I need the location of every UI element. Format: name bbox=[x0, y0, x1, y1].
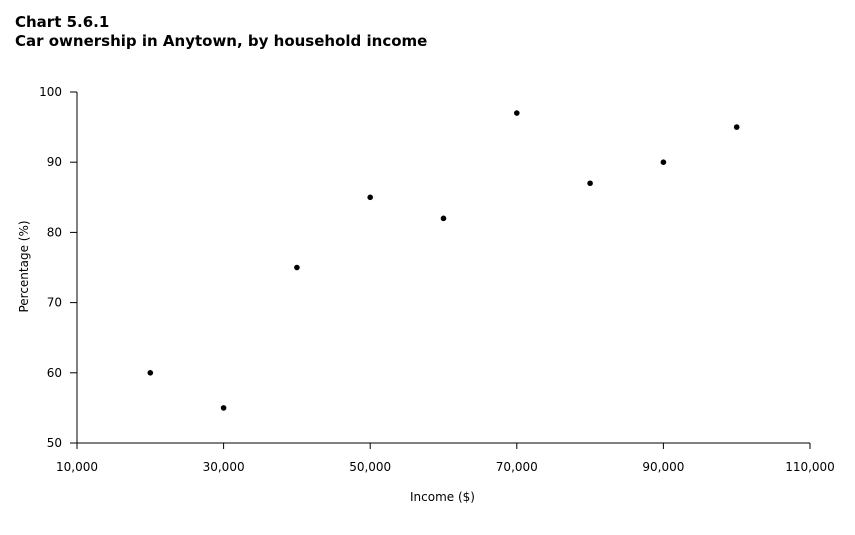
x-axis-label: Income ($) bbox=[410, 490, 475, 504]
data-point bbox=[147, 370, 154, 376]
y-axis-label: Percentage (%) bbox=[17, 220, 31, 312]
data-point bbox=[440, 215, 447, 222]
y-axis-ticks: 50 60 70 80 90 100 bbox=[39, 85, 77, 450]
data-point bbox=[367, 194, 374, 201]
x-tick-label: 50,000 bbox=[349, 460, 391, 474]
y-tick-label: 60 bbox=[47, 366, 62, 380]
data-point bbox=[660, 159, 667, 165]
axes bbox=[76, 92, 810, 444]
data-point bbox=[514, 110, 520, 116]
y-tick-label: 90 bbox=[47, 155, 62, 169]
y-tick-label: 80 bbox=[47, 225, 62, 239]
x-tick-label: 10,000 bbox=[56, 460, 98, 474]
y-tick-label: 100 bbox=[39, 85, 62, 99]
chart-number: Chart 5.6.1 bbox=[15, 13, 110, 31]
data-point bbox=[733, 124, 740, 130]
x-tick-label: 90,000 bbox=[642, 460, 684, 474]
data-point bbox=[587, 180, 593, 187]
data-point bbox=[220, 405, 227, 411]
chart-title: Car ownership in Anytown, by household i… bbox=[15, 32, 428, 50]
y-tick-label: 70 bbox=[47, 296, 62, 310]
data-point bbox=[294, 264, 300, 271]
chart-header: Chart 5.6.1 Car ownership in Anytown, by… bbox=[15, 13, 427, 51]
x-tick-label: 70,000 bbox=[496, 460, 538, 474]
x-axis-ticks: 10,000 30,000 50,000 70,000 90,000 110,000 bbox=[56, 443, 835, 474]
x-tick-label: 110,000 bbox=[785, 460, 835, 474]
data-points bbox=[147, 110, 740, 411]
x-tick-label: 30,000 bbox=[203, 460, 245, 474]
y-tick-label: 50 bbox=[47, 436, 62, 450]
